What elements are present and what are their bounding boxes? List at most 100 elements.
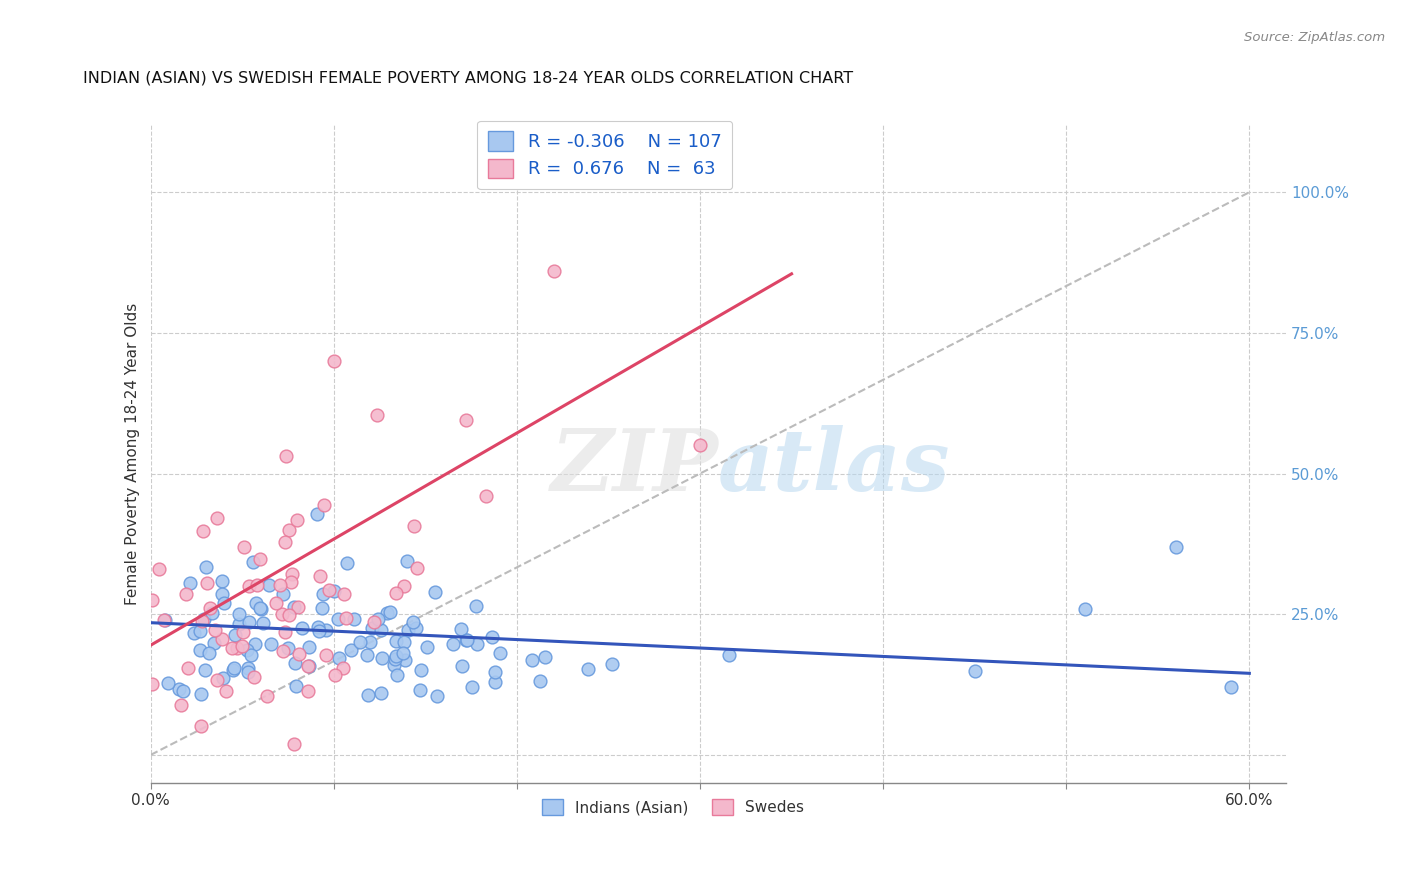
Point (402, 615, 425, 630)
Point (170, 698, 193, 712)
Point (211, 587, 233, 601)
Point (280, 574, 302, 589)
Point (222, 663, 245, 677)
Point (215, 683, 238, 698)
Point (271, 587, 294, 601)
Point (361, 621, 384, 635)
Point (264, 596, 287, 610)
Point (1164, 540, 1187, 554)
Point (238, 615, 260, 630)
Point (533, 650, 555, 665)
Y-axis label: Female Poverty Among 18-24 Year Olds: Female Poverty Among 18-24 Year Olds (125, 302, 139, 605)
Point (465, 599, 488, 613)
Point (242, 556, 264, 570)
Point (450, 623, 472, 637)
Point (343, 612, 366, 626)
Point (228, 607, 250, 622)
Point (335, 611, 357, 625)
Point (204, 623, 226, 637)
Point (256, 689, 278, 703)
Point (314, 498, 336, 512)
Point (214, 596, 236, 610)
Point (179, 576, 201, 591)
Point (405, 621, 427, 635)
Point (370, 624, 392, 638)
Point (409, 683, 432, 698)
Point (396, 623, 419, 637)
Point (406, 561, 429, 575)
Point (269, 578, 291, 592)
Point (195, 575, 218, 590)
Point (576, 662, 599, 676)
Point (529, 674, 551, 689)
Point (277, 640, 299, 655)
Point (297, 658, 319, 673)
Point (323, 668, 346, 682)
Point (456, 632, 478, 647)
Point (283, 599, 305, 614)
Point (278, 607, 301, 622)
Point (188, 643, 211, 657)
Point (367, 612, 389, 626)
Point (183, 625, 205, 640)
Point (308, 624, 330, 638)
Text: Source: ZipAtlas.com: Source: ZipAtlas.com (1244, 31, 1385, 45)
Point (717, 648, 740, 662)
Point (188, 624, 211, 639)
Point (271, 644, 294, 658)
Point (371, 651, 394, 665)
Point (259, 637, 281, 651)
Point (385, 649, 408, 664)
Point (315, 623, 337, 637)
Point (315, 648, 337, 662)
Point (323, 584, 346, 599)
Point (153, 613, 176, 627)
Point (326, 612, 349, 626)
Point (141, 593, 163, 607)
Point (281, 567, 304, 582)
Point (148, 562, 170, 576)
Point (198, 646, 221, 660)
Point (359, 635, 381, 649)
Point (194, 560, 217, 574)
Point (287, 599, 309, 614)
Point (461, 680, 484, 694)
Point (349, 635, 371, 649)
Point (392, 579, 415, 593)
Point (212, 671, 235, 685)
Point (484, 665, 506, 680)
Point (141, 676, 163, 690)
Point (249, 600, 271, 615)
Legend: Indians (Asian), Swedes: Indians (Asian), Swedes (536, 793, 810, 822)
Point (356, 648, 378, 662)
Point (193, 524, 215, 539)
Point (224, 660, 246, 674)
Point (322, 354, 344, 368)
Point (426, 689, 449, 703)
Point (238, 579, 260, 593)
Point (600, 657, 623, 672)
Point (285, 513, 308, 527)
Point (454, 633, 477, 648)
Text: ZIP: ZIP (550, 425, 718, 508)
Point (396, 554, 419, 568)
Point (224, 628, 246, 642)
Point (194, 663, 217, 677)
Point (411, 663, 433, 677)
Point (284, 656, 307, 670)
Point (689, 438, 711, 452)
Point (245, 637, 267, 651)
Point (276, 449, 298, 463)
Point (307, 508, 329, 522)
Point (307, 620, 329, 634)
Point (291, 621, 314, 635)
Point (392, 646, 415, 660)
Point (228, 617, 250, 632)
Point (172, 684, 194, 698)
Point (311, 601, 333, 615)
Point (451, 659, 474, 673)
Point (366, 409, 388, 423)
Point (236, 665, 259, 679)
Point (394, 652, 416, 666)
Point (285, 680, 308, 694)
